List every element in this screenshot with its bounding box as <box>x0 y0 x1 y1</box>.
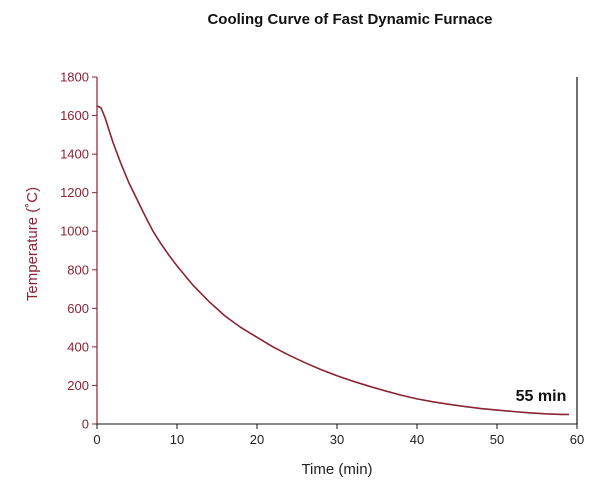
end-time-annotation: 55 min <box>516 388 567 405</box>
y-tick-label: 1200 <box>60 185 89 200</box>
y-tick-label: 400 <box>67 339 89 354</box>
y-tick-label: 800 <box>67 262 89 277</box>
cooling-curve-line <box>96 105 569 416</box>
x-tick-label: 20 <box>250 432 264 447</box>
y-tick-label: 0 <box>82 417 89 432</box>
y-axis-ticks: 0 200 400 600 800 1000 1200 1400 1600 1800 <box>60 70 97 432</box>
x-tick-label: 0 <box>93 432 100 447</box>
x-tick-label: 10 <box>170 432 184 447</box>
chart-title: Cooling Curve of Fast Dynamic Furnace <box>207 11 492 28</box>
y-tick-label: 1600 <box>60 108 89 123</box>
x-tick-label: 60 <box>570 432 584 447</box>
x-axis-ticks: 0 10 20 30 40 50 60 <box>93 424 584 447</box>
x-axis-label: Time (min) <box>301 461 372 478</box>
y-tick-label: 1400 <box>60 147 89 162</box>
x-tick-label: 40 <box>410 432 424 447</box>
y-axis-label: Temperature (˚C) <box>24 187 41 301</box>
y-tick-label: 1000 <box>60 224 89 239</box>
y-tick-label: 600 <box>67 301 89 316</box>
y-tick-label: 1800 <box>60 70 89 85</box>
x-tick-label: 30 <box>330 432 344 447</box>
x-tick-label: 50 <box>490 432 504 447</box>
y-tick-label: 200 <box>67 378 89 393</box>
